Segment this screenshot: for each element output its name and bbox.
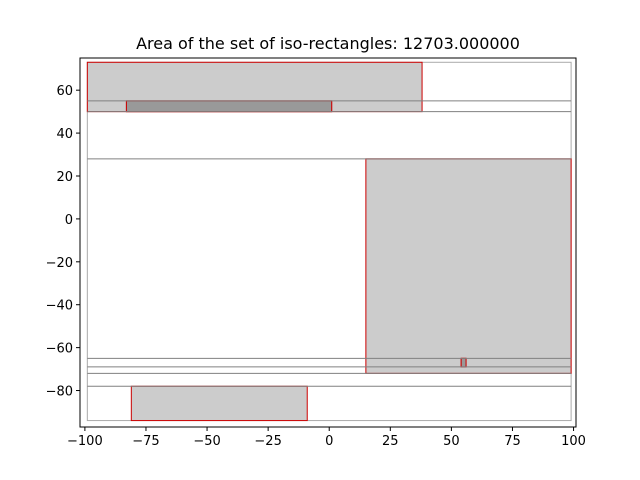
y-axis: −80 −60 −40 −20 0 20 40 60 bbox=[46, 84, 80, 400]
x-tick-label-6: 50 bbox=[443, 434, 460, 449]
y-tick-label-0: −80 bbox=[46, 385, 73, 400]
y-tick-label-6: 40 bbox=[56, 127, 73, 142]
overlap-region-2 bbox=[460, 357, 467, 368]
y-tick-label-2: −40 bbox=[46, 299, 73, 314]
plot-area bbox=[79, 57, 577, 428]
x-tick-label-7: 75 bbox=[504, 434, 521, 449]
y-tick-label-3: −20 bbox=[46, 256, 73, 271]
x-tick-label-8: 100 bbox=[561, 434, 586, 449]
x-tick-label-5: 25 bbox=[382, 434, 399, 449]
y-tick-label-4: 0 bbox=[65, 213, 73, 228]
chart-title: Area of the set of iso-rectangles: 12703… bbox=[136, 34, 520, 53]
rectangle-3 bbox=[365, 158, 572, 374]
y-tick-label-1: −60 bbox=[46, 342, 73, 357]
x-tick-label-4: 0 bbox=[325, 434, 333, 449]
axes-frame bbox=[79, 57, 577, 428]
x-tick-label-3: −25 bbox=[254, 434, 281, 449]
y-tick-label-7: 60 bbox=[56, 84, 73, 99]
y-tick-label-5: 20 bbox=[56, 170, 73, 185]
x-tick-label-1: −75 bbox=[132, 434, 159, 449]
x-axis: −100 −75 −50 −25 0 25 50 75 100 bbox=[67, 427, 586, 449]
overlap-region-1 bbox=[125, 100, 333, 113]
rectangle-5 bbox=[130, 385, 308, 422]
x-tick-label-0: −100 bbox=[67, 434, 103, 449]
x-tick-label-2: −50 bbox=[193, 434, 220, 449]
